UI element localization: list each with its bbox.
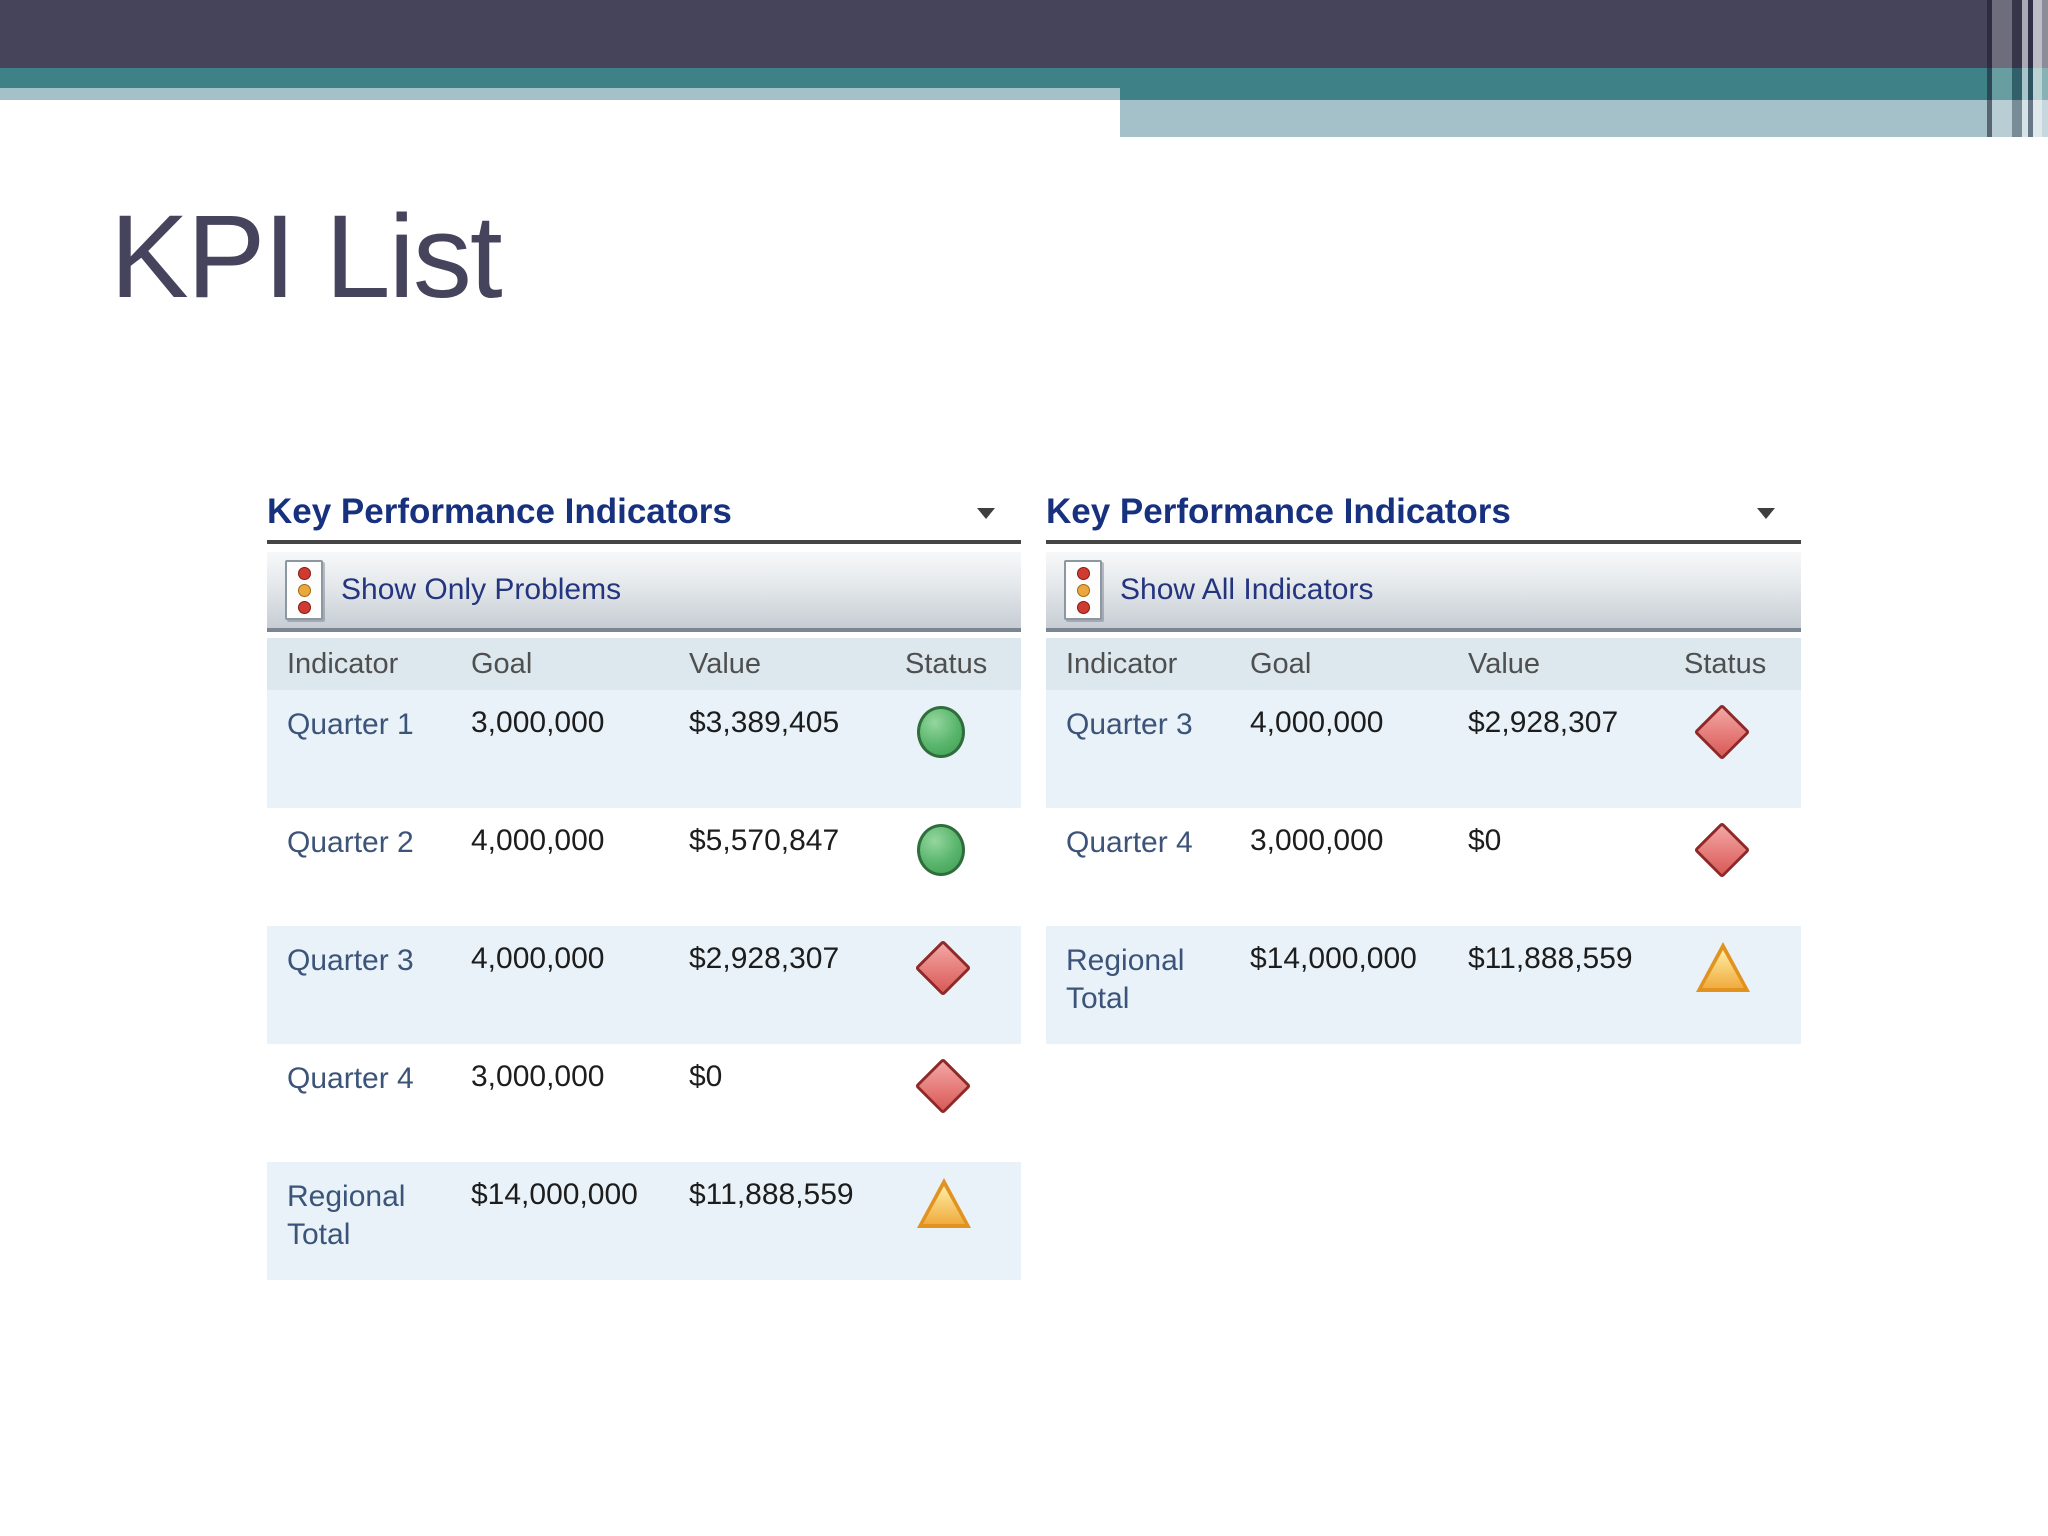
cell-indicator[interactable]: Quarter 4 <box>287 1062 414 1095</box>
cell-indicator[interactable]: Quarter 1 <box>287 708 414 741</box>
column-header-indicator: Indicator <box>287 647 399 680</box>
cell-indicator[interactable]: Quarter 3 <box>1066 708 1193 741</box>
status-cell <box>905 1178 1021 1228</box>
table-row: Regional Total $14,000,000 $11,888,559 <box>267 1162 1021 1280</box>
column-header-status: Status <box>905 647 988 680</box>
teal-stripe-step <box>1120 88 2048 100</box>
toolbar-label: Show All Indicators <box>1120 573 1374 606</box>
kpi-list-icon <box>1064 560 1102 620</box>
cell-goal: 3,000,000 <box>1250 824 1384 857</box>
column-header-goal: Goal <box>471 647 533 680</box>
corner-stripe <box>2033 0 2042 137</box>
corner-stripe <box>2012 0 2022 137</box>
status-icon <box>917 1178 971 1228</box>
status-icon <box>1693 821 1751 879</box>
status-cell <box>905 706 1021 758</box>
kpi-webpart-left: Key Performance Indicators Show Only Pro… <box>267 492 1021 1280</box>
cell-goal: 4,000,000 <box>471 824 605 857</box>
corner-stripe <box>2042 0 2048 137</box>
top-bar <box>0 0 1987 68</box>
status-cell <box>1684 703 1801 761</box>
status-cell <box>905 824 1021 876</box>
table-row: Quarter 4 3,000,000 $0 <box>1046 808 1801 926</box>
cell-value: $5,570,847 <box>689 824 840 857</box>
cell-value: $0 <box>1468 824 1502 857</box>
cell-indicator[interactable]: Quarter 4 <box>1066 826 1193 859</box>
corner-stripe <box>1992 0 2012 137</box>
column-header-status: Status <box>1684 647 1767 680</box>
column-header-row: Indicator Goal Value Status <box>1046 638 1801 690</box>
status-icon <box>917 706 965 758</box>
webpart-title: Key Performance Indicators <box>1046 492 1801 540</box>
status-icon <box>914 939 972 997</box>
cell-indicator[interactable]: Quarter 3 <box>287 944 414 977</box>
cell-goal: $14,000,000 <box>1250 942 1417 975</box>
toolbar-button-show-all-indicators[interactable]: Show All Indicators <box>1046 552 1801 632</box>
webpart-title-text: Key Performance Indicators <box>267 492 732 531</box>
corner-stripe <box>1987 0 1992 137</box>
kpi-dot-red-icon <box>297 600 311 614</box>
light-stripe-step <box>1120 100 2048 137</box>
cell-value: $2,928,307 <box>1468 706 1619 739</box>
column-header-value: Value <box>1468 647 1541 680</box>
kpi-dot-yellow-icon <box>297 583 311 597</box>
kpi-dot-red-icon <box>297 566 311 580</box>
cell-goal: 3,000,000 <box>471 706 605 739</box>
title-divider <box>1046 540 1801 544</box>
table-row: Regional Total $14,000,000 $11,888,559 <box>1046 926 1801 1044</box>
cell-goal: $14,000,000 <box>471 1178 638 1211</box>
webpart-menu-arrow-icon[interactable] <box>977 508 995 519</box>
cell-value: $11,888,559 <box>1468 942 1633 975</box>
title-divider <box>267 540 1021 544</box>
cell-value: $11,888,559 <box>689 1178 854 1211</box>
kpi-list-icon <box>285 560 323 620</box>
teal-stripe <box>0 68 2048 88</box>
column-header-goal: Goal <box>1250 647 1312 680</box>
status-icon <box>1693 703 1751 761</box>
corner-stripe <box>2022 0 2028 137</box>
status-icon <box>917 824 965 876</box>
table-row: Quarter 3 4,000,000 $2,928,307 <box>1046 690 1801 808</box>
webpart-title: Key Performance Indicators <box>267 492 1021 540</box>
status-cell <box>905 939 1021 997</box>
table-row: Quarter 4 3,000,000 $0 <box>267 1044 1021 1162</box>
corner-stripe <box>2028 0 2033 137</box>
cell-goal: 4,000,000 <box>1250 706 1384 739</box>
cell-indicator[interactable]: Regional Total <box>1066 944 1185 1015</box>
light-stripe <box>0 88 1120 100</box>
kpi-dot-red-icon <box>1076 600 1090 614</box>
status-cell <box>905 1057 1021 1115</box>
status-icon <box>1696 942 1750 992</box>
cell-value: $2,928,307 <box>689 942 840 975</box>
table-row: Quarter 1 3,000,000 $3,389,405 <box>267 690 1021 808</box>
cell-value: $0 <box>689 1060 723 1093</box>
column-header-indicator: Indicator <box>1066 647 1178 680</box>
toolbar-label: Show Only Problems <box>341 573 622 606</box>
slide-title: KPI List <box>110 191 503 323</box>
status-cell <box>1684 942 1801 992</box>
kpi-dot-red-icon <box>1076 566 1090 580</box>
webpart-title-text: Key Performance Indicators <box>1046 492 1511 531</box>
cell-indicator[interactable]: Regional Total <box>287 1180 406 1251</box>
status-cell <box>1684 821 1801 879</box>
cell-goal: 3,000,000 <box>471 1060 605 1093</box>
cell-value: $3,389,405 <box>689 706 840 739</box>
status-icon <box>914 1057 972 1115</box>
corner-stripes-decoration <box>1987 0 2048 137</box>
webpart-menu-arrow-icon[interactable] <box>1757 508 1775 519</box>
kpi-webpart-right: Key Performance Indicators Show All Indi… <box>1046 492 1801 1044</box>
toolbar-button-show-only-problems[interactable]: Show Only Problems <box>267 552 1021 632</box>
cell-goal: 4,000,000 <box>471 942 605 975</box>
cell-indicator[interactable]: Quarter 2 <box>287 826 414 859</box>
column-header-row: Indicator Goal Value Status <box>267 638 1021 690</box>
kpi-dot-yellow-icon <box>1076 583 1090 597</box>
table-row: Quarter 3 4,000,000 $2,928,307 <box>267 926 1021 1044</box>
column-header-value: Value <box>689 647 762 680</box>
table-row: Quarter 2 4,000,000 $5,570,847 <box>267 808 1021 926</box>
